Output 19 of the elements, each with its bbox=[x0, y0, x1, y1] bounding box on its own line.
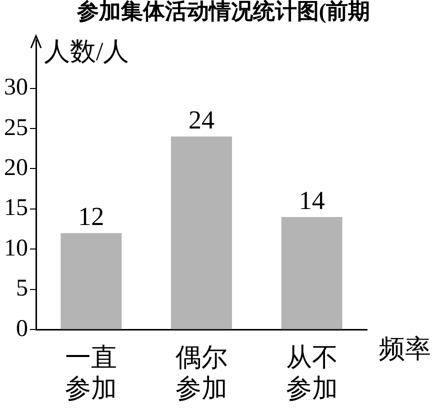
x-tick-label: 一直参加 bbox=[65, 343, 118, 404]
data-label: 14 bbox=[298, 186, 325, 215]
y-tick-label: 15 bbox=[4, 195, 28, 222]
y-tick-label: 10 bbox=[4, 235, 28, 262]
y-axis-title: 人数/人 bbox=[44, 36, 130, 66]
chart-title: 参加集体活动情况统计图(前期 bbox=[76, 0, 370, 24]
y-tick-label: 25 bbox=[4, 114, 28, 141]
x-axis-title: 频率 bbox=[379, 334, 431, 364]
bar bbox=[60, 233, 122, 330]
y-tick-label: 0 bbox=[16, 316, 28, 342]
y-tick-label: 20 bbox=[4, 155, 28, 182]
y-tick-label: 30 bbox=[4, 74, 28, 101]
y-tick-label: 5 bbox=[16, 276, 28, 302]
bar bbox=[281, 216, 342, 330]
data-label: 12 bbox=[78, 202, 104, 231]
bar bbox=[171, 136, 232, 330]
x-tick-label: 偶尔参加 bbox=[176, 343, 228, 404]
x-tick-label: 从不参加 bbox=[286, 343, 338, 404]
data-label: 24 bbox=[188, 105, 214, 134]
